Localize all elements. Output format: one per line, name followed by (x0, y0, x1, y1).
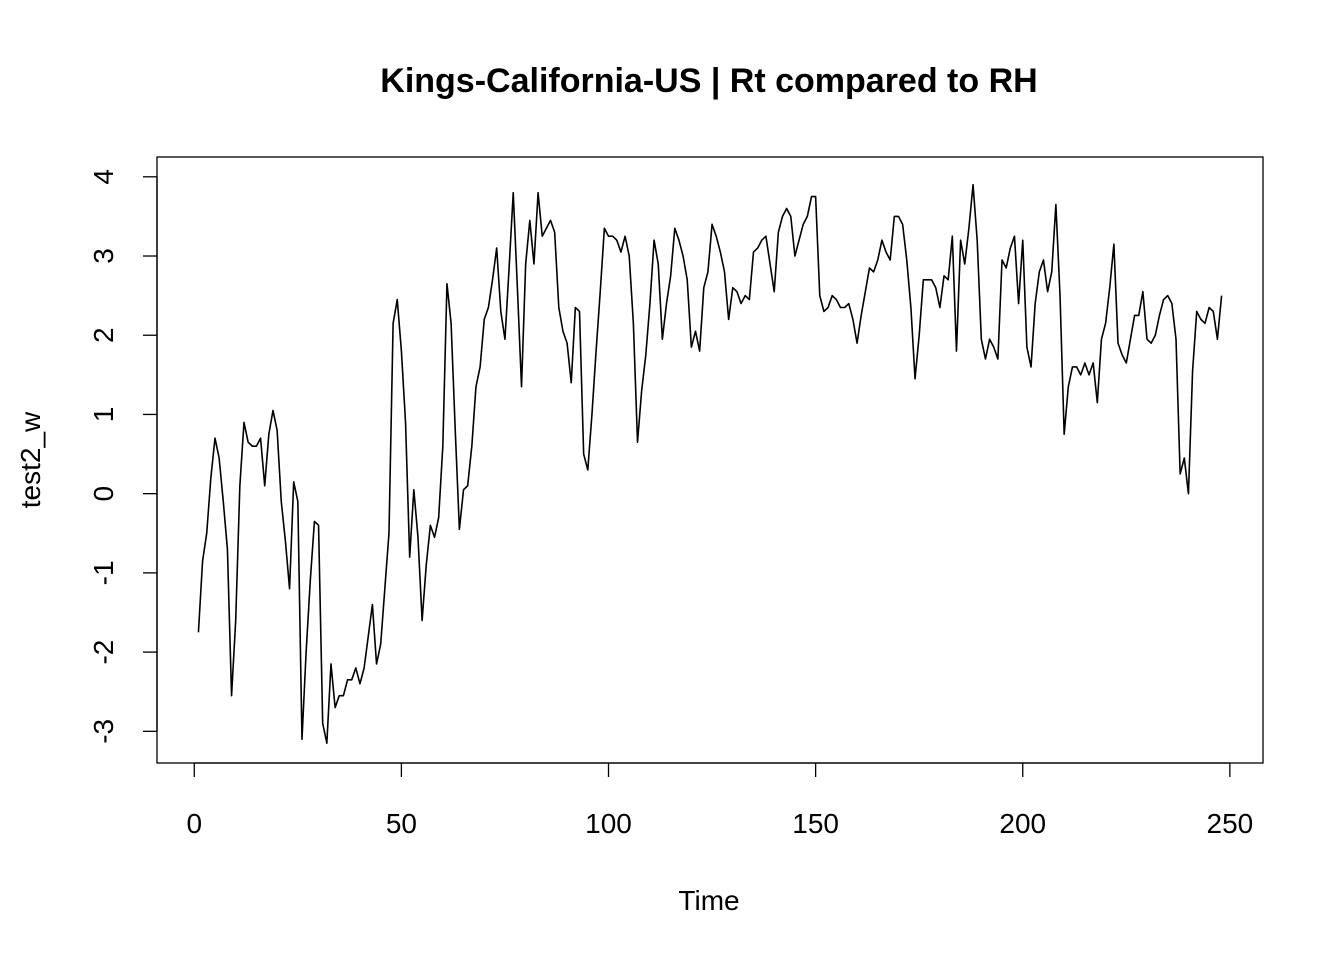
y-axis-label: test2_w (15, 411, 46, 508)
x-tick-label: 250 (1207, 808, 1254, 839)
y-tick-label: -3 (88, 719, 119, 744)
x-tick-label: 150 (792, 808, 839, 839)
x-tick-label: 0 (186, 808, 202, 839)
x-tick-label: 200 (999, 808, 1046, 839)
y-tick-label: 0 (88, 486, 119, 502)
x-tick-label: 50 (386, 808, 417, 839)
x-axis: 0 50 100 150 200 250 (186, 762, 1254, 839)
y-tick-label: 1 (88, 407, 119, 423)
series-line (197, 183, 1223, 745)
x-tick-label: 100 (585, 808, 632, 839)
chart-title: Kings-California-US | Rt compared to RH (380, 62, 1037, 100)
series-layer (197, 183, 1223, 745)
y-tick-label: 2 (88, 327, 119, 343)
y-tick-label: 3 (88, 248, 119, 264)
y-axis: -3 -2 -1 0 1 2 3 4 (88, 169, 158, 744)
y-tick-label: 4 (88, 169, 119, 185)
y-tick-label: -1 (88, 560, 119, 585)
y-tick-label: -2 (88, 640, 119, 665)
x-axis-label: Time (678, 885, 739, 916)
